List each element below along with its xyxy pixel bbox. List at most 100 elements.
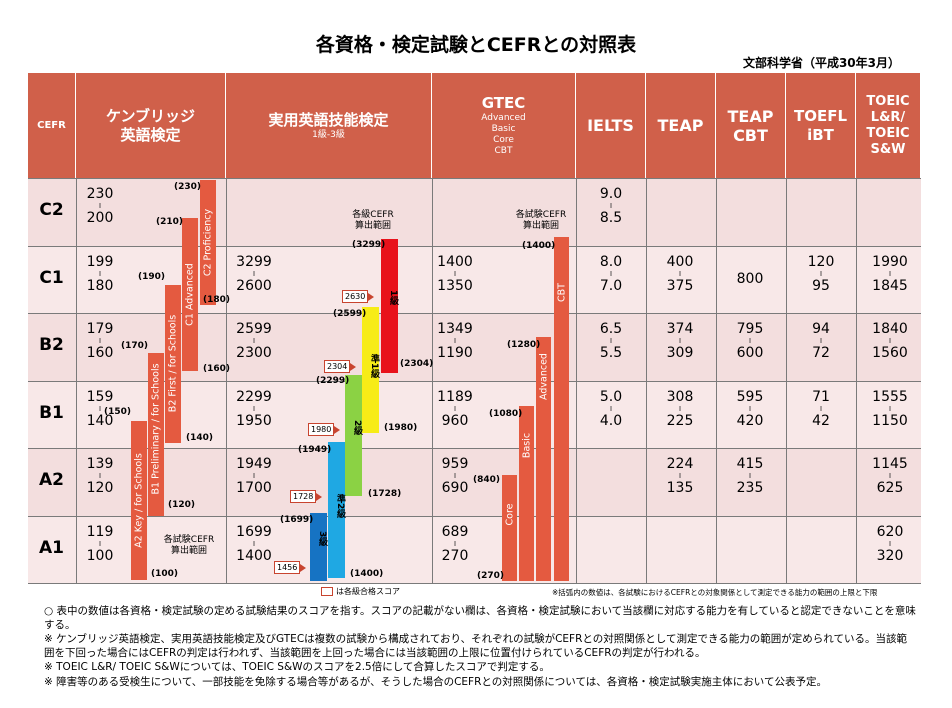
gtec-score-lower: 270 (441, 547, 469, 564)
cambridge-score-lower: 180 (86, 277, 114, 294)
cambridge-score-dash: ı (98, 201, 102, 211)
eiken-grade-label: 2級 (352, 419, 362, 435)
teap-score-dash: ı (678, 268, 682, 279)
teap-score-lower: 309 (666, 345, 694, 361)
header-teap-cbt-text: CBT (733, 125, 768, 145)
header-toeic-text: TOEIC (866, 125, 910, 141)
cambridge-score-dash: ı (98, 403, 102, 414)
header-eiken-text: 実用英語技能検定 (268, 110, 389, 129)
eiken-grade-label: 準2級 (335, 494, 345, 519)
eiken-score: 3299 ı 2600 (224, 254, 284, 294)
ielts-score: 5.0 ı 4.0 (581, 389, 641, 429)
header-cefr: CEFR (28, 73, 76, 178)
toeic-score: 1555 ı 1150 (860, 389, 920, 429)
cambridge-bar (182, 218, 198, 371)
cefr-level-a2: A2 (39, 470, 64, 490)
eiken-grade-bar (362, 307, 379, 433)
cambridge-score: 159 ı 140 (70, 389, 130, 429)
eiken-range-label: (1980) (384, 423, 418, 433)
toefl-score-dash: ı (819, 403, 823, 414)
footnote: ※ 障害等のある受検生について、一部技能を免除する場合等があるが、そうした場合の… (44, 676, 827, 688)
eiken-grade-label: 1級 (388, 290, 398, 306)
teap-score-dash: ı (678, 336, 682, 346)
cefr-level-a1: A1 (39, 537, 64, 558)
cambridge-range-label: (120) (168, 500, 196, 510)
eiken-range-label: (2599) (333, 309, 367, 319)
ielts-score: 9.0 ı 8.5 (581, 186, 641, 226)
eiken-pass-score-tag: 1728 (290, 490, 323, 503)
toefl-score-lower: 42 (812, 412, 830, 429)
teap-score-upper: 374 (666, 321, 694, 337)
eiken-range-label: (1699) (280, 515, 314, 525)
gtec-score: 1189 ı 960 (425, 389, 485, 429)
eiken-pass-score-tag: 2304 (324, 360, 357, 373)
footnote: ※ ケンブリッジ英語検定、実用英語技能検定及びGTECは複数の試験から構成されて… (44, 633, 907, 659)
cambridge-score: 199 ı 180 (70, 254, 130, 294)
cambridge-range-note-line: 各試験CEFR (163, 535, 215, 545)
eiken-pass-score-tag: 2630 (342, 290, 375, 303)
eiken-score-lower: 2300 (236, 345, 272, 361)
header-eiken-sub: 1級-3級 (312, 129, 345, 140)
cambridge-bar (131, 421, 147, 580)
header-cefr-text: CEFR (37, 120, 66, 131)
footnote: ○ 表中の数値は各資格・検定試験の定める試験結果のスコアを指す。スコアの記載がな… (44, 605, 916, 631)
toefl-score: 71 ı 42 (791, 389, 851, 429)
eiken-score-lower: 1950 (236, 412, 272, 429)
eiken-score-lower: 1400 (236, 547, 272, 564)
gtec-range-label: (1400) (522, 241, 556, 251)
cambridge-score-dash: ı (98, 336, 102, 346)
toefl-score-upper: 120 (807, 253, 835, 270)
cefr-level-b2: B2 (39, 335, 64, 355)
gtec-range-label: (1080) (489, 409, 523, 419)
cefr-level-b1: B1 (39, 402, 64, 423)
gtec-score-dash: ı (453, 471, 457, 481)
cambridge-range-note: 各試験CEFR 算出範囲 (154, 535, 224, 557)
gtec-range-note-line: 算出範囲 (522, 221, 559, 231)
toeic-score: 1145 ı 625 (860, 456, 920, 496)
header-ielts-text: IELTS (587, 116, 634, 135)
teap-score-upper: 400 (666, 253, 694, 270)
cambridge-score-lower: 200 (86, 210, 114, 226)
ielts-score-dash: ı (609, 403, 613, 414)
header-teap-text: TEAP (657, 116, 704, 135)
teap-cbt-score-lower: 235 (736, 480, 764, 496)
column-divider (76, 178, 77, 583)
cambridge-bar-label: C2 Proficiency (202, 208, 214, 276)
gtec-bar-label: Core (504, 503, 516, 526)
cambridge-score-dash: ı (98, 471, 102, 481)
gtec-score-lower: 960 (441, 412, 469, 429)
toeic-score: 620 ı 320 (860, 524, 920, 564)
gtec-bar (502, 475, 517, 581)
cambridge-score: 179 ı 160 (70, 321, 130, 361)
header-gtec-text: GTEC (481, 94, 526, 112)
gtec-range-note: 各試験CEFR 算出範囲 (506, 210, 576, 232)
footnote: ※ TOEIC L&R/ TOEIC S&Wについては、TOEIC S&Wのスコ… (44, 661, 550, 673)
teap-score-dash: ı (678, 403, 682, 414)
teap-cbt-score-upper: 595 (736, 388, 764, 405)
cambridge-score: 119 ı 100 (70, 524, 130, 564)
teap-cbt-score: 595 ı 420 (720, 389, 780, 429)
ielts-score-upper: 5.0 (599, 388, 623, 405)
toeic-score-dash: ı (888, 336, 892, 346)
column-divider (432, 178, 433, 583)
gtec-score-upper: 1189 (437, 388, 473, 405)
eiken-score-upper: 1699 (236, 523, 272, 540)
gtec-score-upper: 1400 (437, 253, 473, 270)
eiken-score-lower: 2600 (236, 277, 272, 294)
toefl-score-upper: 94 (812, 321, 830, 337)
cambridge-bar-label: B1 Preliminary / for Schools (150, 362, 162, 494)
table-row (28, 515, 921, 583)
teap-score-lower: 225 (666, 412, 694, 429)
column-divider (786, 178, 787, 583)
page-title: 各資格・検定試験とCEFRとの対照表 (315, 34, 637, 56)
eiken-range-note-line: 算出範囲 (354, 221, 391, 231)
legend-bracket-note: ※括弧内の数値は、各試験におけるCEFRとの対象関係として測定できる能力の範囲の… (552, 588, 878, 597)
cambridge-range-label: (230) (174, 182, 202, 192)
cambridge-bar (165, 285, 181, 443)
cambridge-score-dash: ı (98, 538, 102, 549)
eiken-score-dash: ı (252, 403, 256, 414)
ielts-score-upper: 6.5 (599, 321, 623, 337)
teap-cbt-score-dash: ı (748, 471, 752, 481)
legend-pass-text: は各級合格スコア (336, 587, 400, 596)
legend-pass-score: は各級合格スコア (321, 586, 400, 597)
